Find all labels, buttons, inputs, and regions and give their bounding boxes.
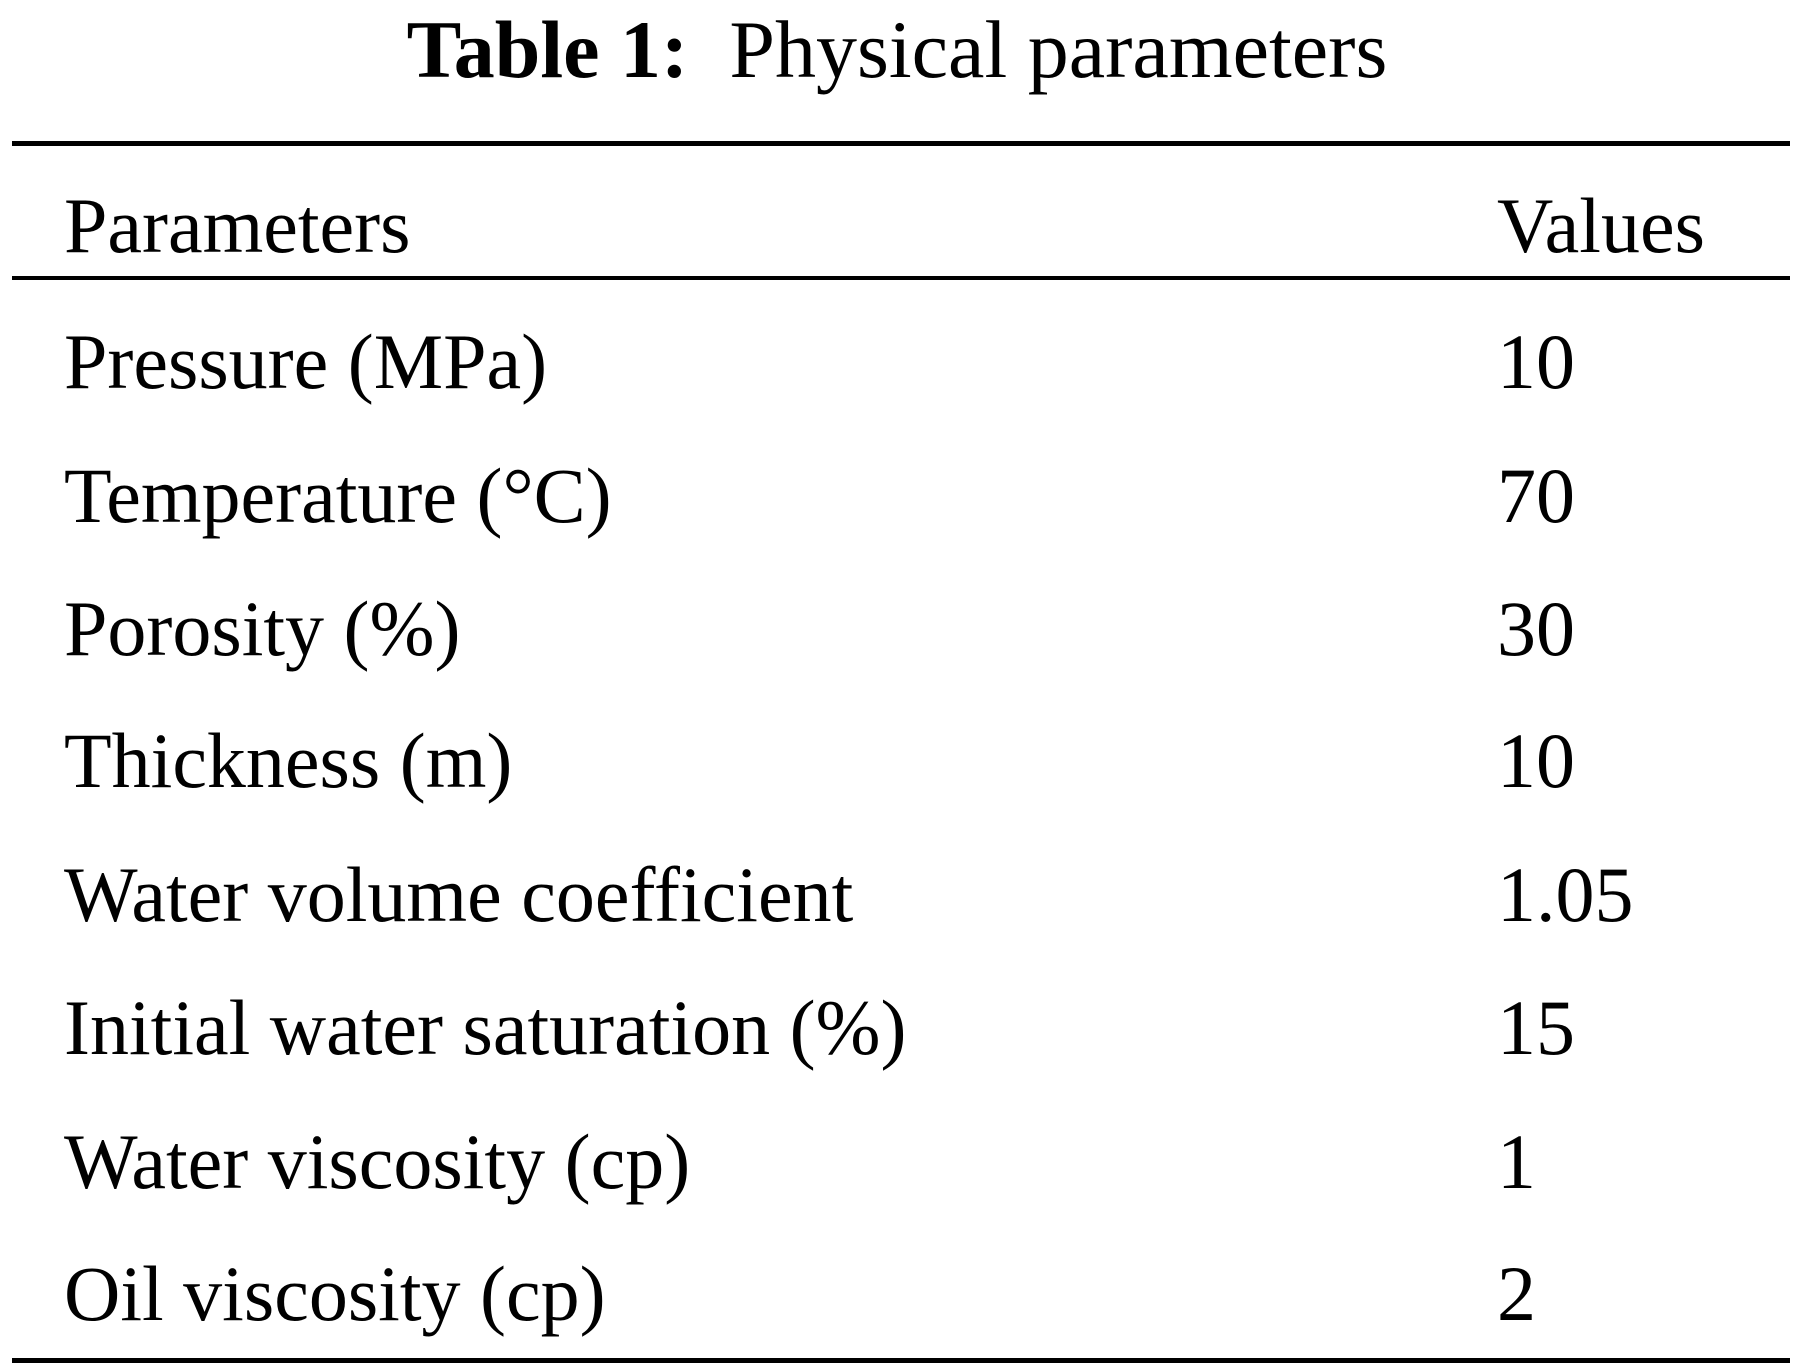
header-rule [12,276,1790,280]
header-values: Values [1497,182,1705,269]
row-parameter: Porosity (%) [64,585,461,672]
row-parameter: Initial water saturation (%) [64,984,907,1071]
row-parameter: Oil viscosity (cp) [64,1250,606,1337]
bottom-rule [12,1358,1790,1363]
row-value: 1 [1497,1118,1536,1205]
top-rule [12,141,1790,146]
row-parameter: Thickness (m) [64,717,513,804]
row-value: 2 [1497,1250,1536,1337]
row-parameter: Water viscosity (cp) [64,1118,691,1205]
row-parameter: Water volume coefficient [64,851,854,938]
table-caption: Table 1: Physical parameters [0,0,1794,100]
header-parameters: Parameters [64,182,411,269]
row-value: 70 [1497,452,1575,539]
row-value: 15 [1497,984,1575,1071]
row-parameter: Pressure (MPa) [64,318,548,405]
row-value: 1.05 [1497,851,1634,938]
table-caption-label: Table 1: [406,4,689,95]
row-value: 10 [1497,318,1575,405]
row-parameter: Temperature (°C) [64,452,612,539]
table-caption-title: Physical parameters [729,4,1388,95]
row-value: 30 [1497,585,1575,672]
row-value: 10 [1497,717,1575,804]
